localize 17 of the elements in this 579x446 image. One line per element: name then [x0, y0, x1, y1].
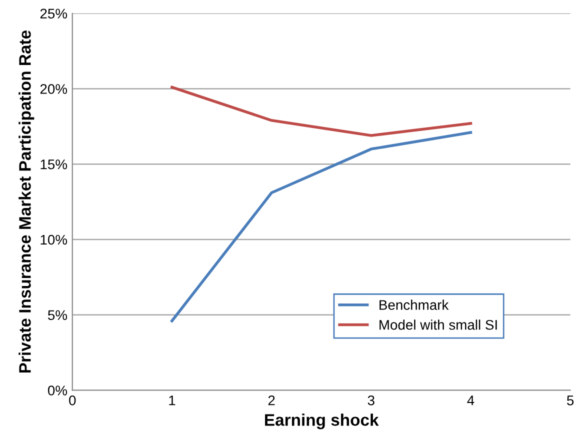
- x-tick-label: 2: [268, 395, 275, 406]
- y-tick-label: 20%: [40, 84, 68, 94]
- y-tick-label: 15%: [40, 160, 68, 170]
- y-tick-label: 25%: [40, 8, 68, 19]
- legend-label: Model with small SI: [380, 320, 497, 330]
- x-tick-label: 1: [169, 396, 176, 406]
- y-tick-label: 0%: [48, 386, 68, 396]
- x-tick-label: 5: [567, 396, 574, 406]
- x-tick-label: 4: [467, 396, 474, 406]
- line-series: [170, 86, 472, 137]
- x-axis-title: Earning shock: [265, 414, 379, 430]
- y-tick-label: 10%: [40, 234, 68, 245]
- y-tick-label: 5%: [48, 310, 68, 320]
- x-tick-label: 3: [368, 395, 374, 406]
- x-tick-label: 0: [69, 395, 76, 406]
- y-axis-title: Private Insurance Market Participation Rate: [18, 30, 34, 373]
- legend-label: Benchmark: [380, 300, 449, 310]
